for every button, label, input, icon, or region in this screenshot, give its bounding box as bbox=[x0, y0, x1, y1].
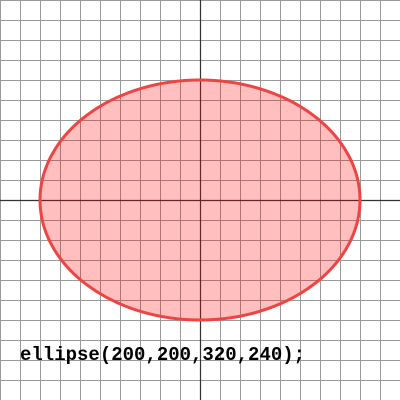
ellipse-shape bbox=[38, 78, 362, 322]
code-label: ellipse(200,200,320,240); bbox=[20, 344, 305, 366]
